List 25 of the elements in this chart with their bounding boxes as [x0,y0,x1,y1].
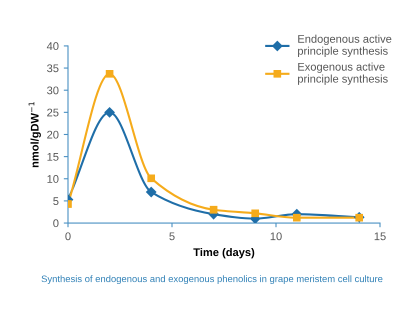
y-axis-title: nmol/gDW$^{−1}$ [28,102,41,168]
x-axis-title: Time (days) [193,248,254,258]
point [210,206,218,214]
point [146,186,156,198]
y-tick-label: 15 [47,153,59,161]
point [251,209,260,218]
y-tick-label: 40 [46,42,59,50]
point [292,214,301,222]
y-tick-label: 10 [47,175,59,183]
y-tick-label: 5 [53,197,59,206]
legend-label: Exogenous active principle synthesis [298,62,388,85]
point [104,107,115,118]
x-tick-label: 5 [169,232,175,240]
x-tick-label: 0 [65,232,71,240]
y-tick-label: 0 [53,219,59,228]
y-tick-label: 25 [47,108,59,116]
legend-label: Endogenous active principle synthesis [298,34,392,57]
point [106,70,114,78]
y-tick-label: 20 [47,130,59,139]
y-tick-label: 35 [47,64,59,72]
point [147,174,156,182]
x-tick-label: 15 [374,232,386,240]
x-tick-label: 10 [270,232,282,240]
text: Synthesis of endogenous and exogenous phenolics in grape meristem cell culture [42,275,382,284]
y-tick-label: 30 [47,86,59,94]
